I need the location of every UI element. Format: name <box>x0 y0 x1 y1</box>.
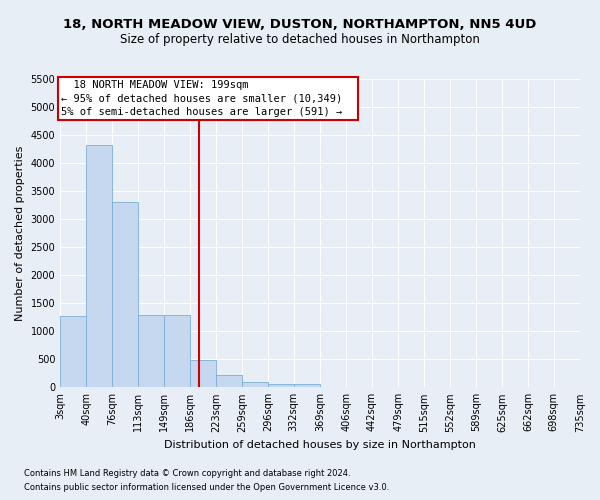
Bar <box>164 315 190 388</box>
Y-axis label: Number of detached properties: Number of detached properties <box>15 146 25 321</box>
Text: Contains HM Land Registry data © Crown copyright and database right 2024.: Contains HM Land Registry data © Crown c… <box>24 468 350 477</box>
Bar <box>268 384 294 388</box>
Bar <box>86 144 112 388</box>
Bar <box>242 382 268 388</box>
Bar <box>294 384 320 388</box>
Bar <box>190 360 217 388</box>
Bar <box>217 376 242 388</box>
Bar <box>60 316 86 388</box>
Text: 18 NORTH MEADOW VIEW: 199sqm
← 95% of detached houses are smaller (10,349)
5% of: 18 NORTH MEADOW VIEW: 199sqm ← 95% of de… <box>61 80 355 116</box>
Text: Contains public sector information licensed under the Open Government Licence v3: Contains public sector information licen… <box>24 484 389 492</box>
Text: 18, NORTH MEADOW VIEW, DUSTON, NORTHAMPTON, NN5 4UD: 18, NORTH MEADOW VIEW, DUSTON, NORTHAMPT… <box>64 18 536 30</box>
Bar <box>138 315 164 388</box>
Text: Size of property relative to detached houses in Northampton: Size of property relative to detached ho… <box>120 32 480 46</box>
Bar <box>112 202 138 388</box>
X-axis label: Distribution of detached houses by size in Northampton: Distribution of detached houses by size … <box>164 440 476 450</box>
